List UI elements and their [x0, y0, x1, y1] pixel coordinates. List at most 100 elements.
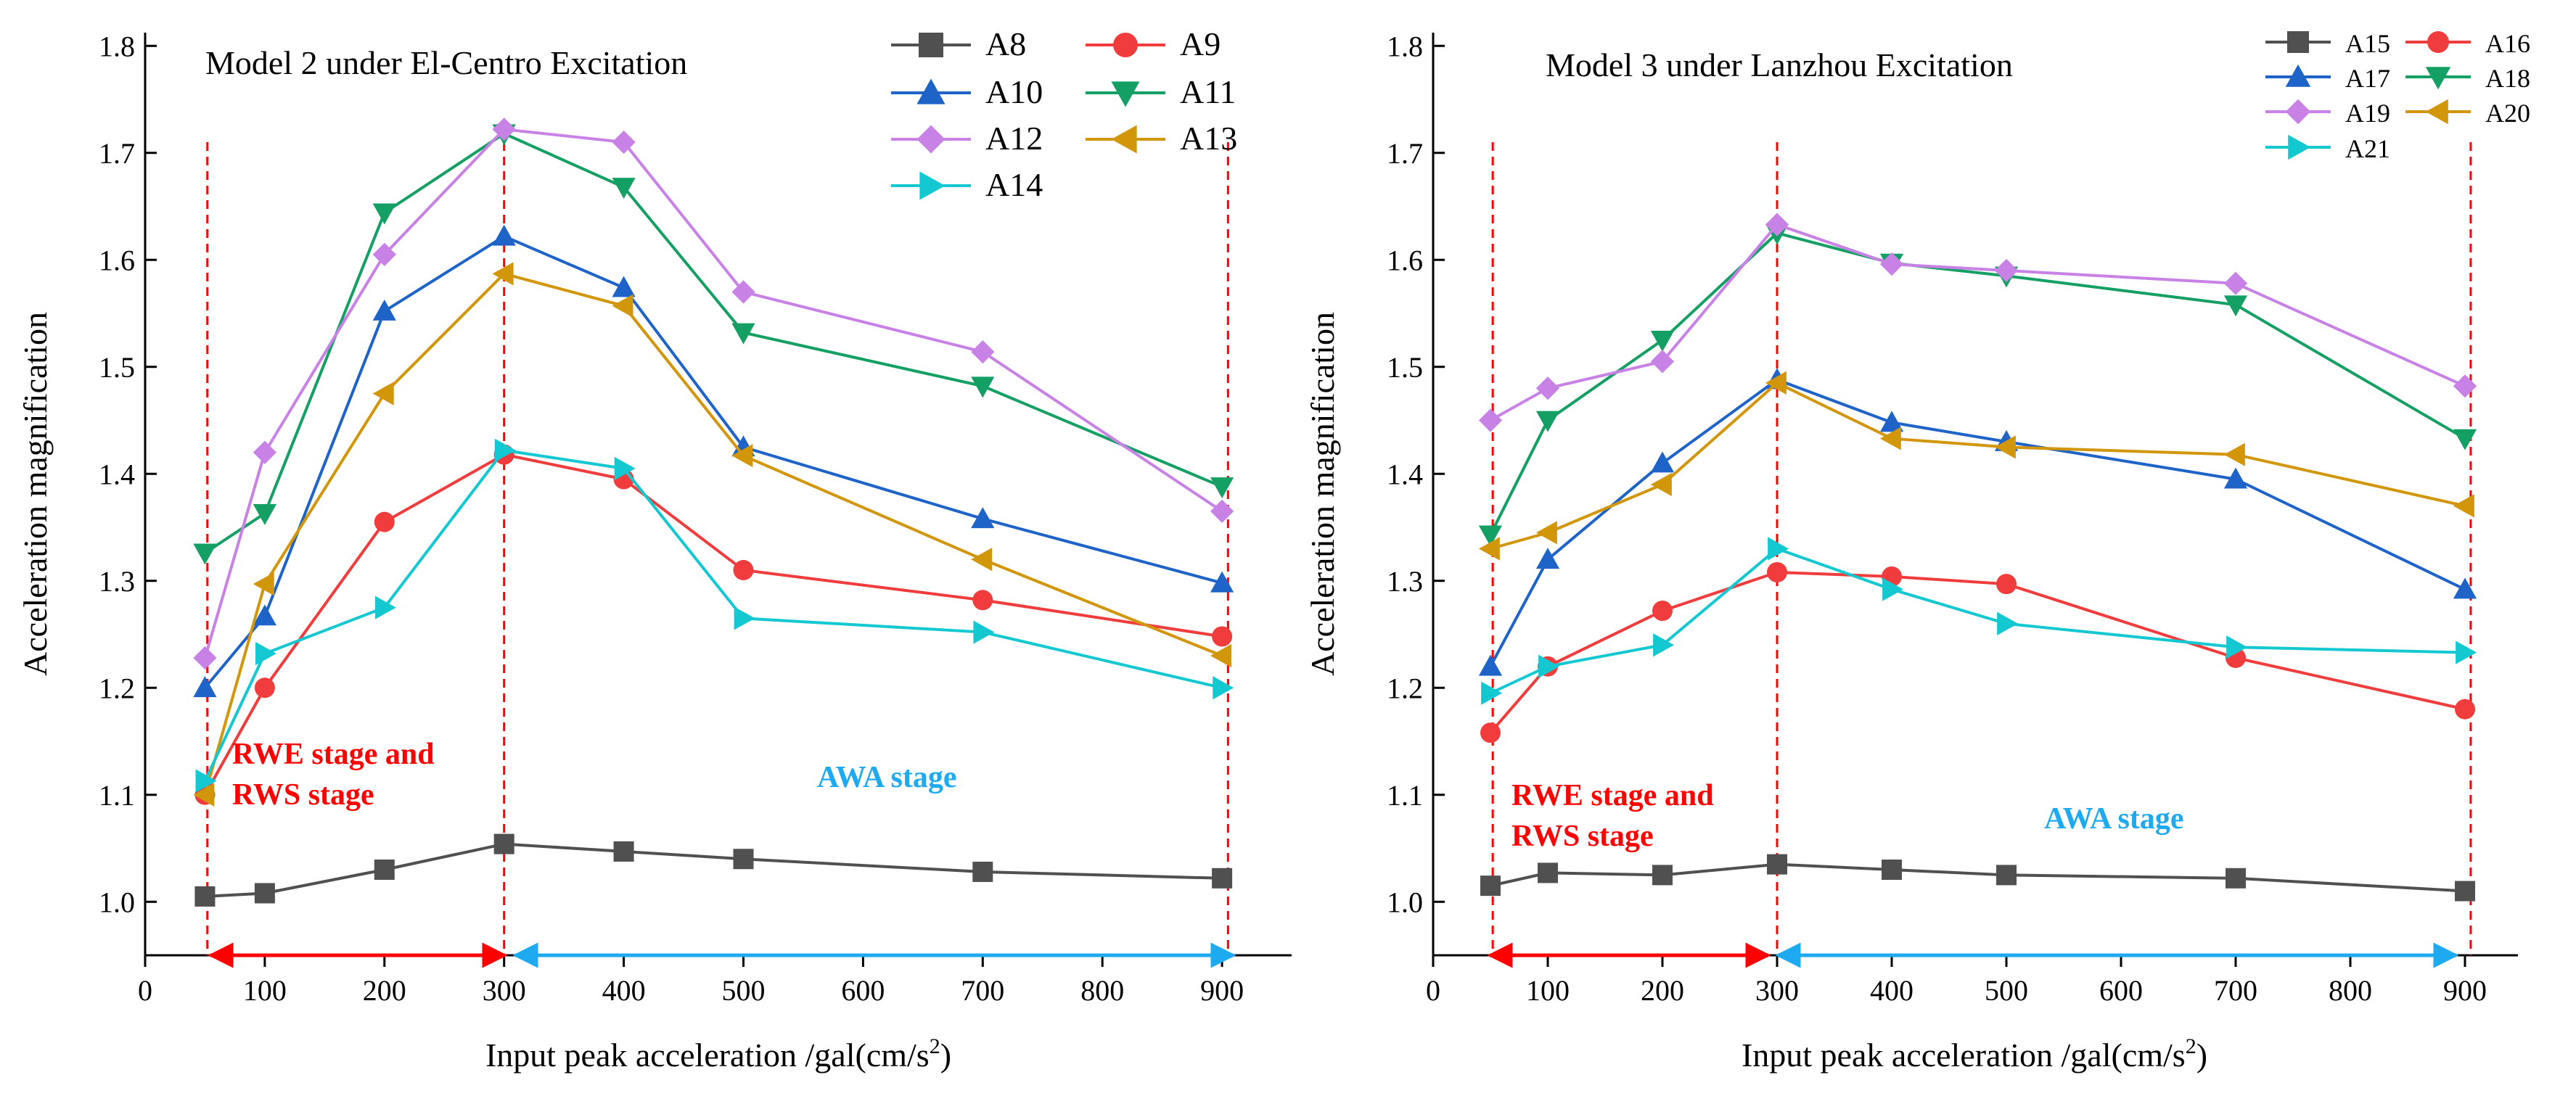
left-stage-label-rws: RWS stage	[232, 778, 374, 812]
left-series-A14	[195, 438, 1234, 793]
data-point	[971, 548, 993, 572]
left-y-tick-label: 1.2	[99, 672, 135, 704]
left-x-axis-title-main: Input peak acceleration /gal(cm/s	[485, 1037, 930, 1074]
data-point	[2453, 374, 2477, 398]
left-legend: A8 A9 A10 A11 A12 A13 A14	[891, 25, 1237, 203]
data-point	[372, 382, 394, 405]
right-y-tick-label: 1.7	[1387, 137, 1423, 170]
data-point	[1652, 601, 1673, 622]
right-x-tick-label: 600	[2099, 974, 2143, 1007]
data-point	[1535, 548, 1560, 569]
right-x-tick-label: 800	[2329, 974, 2372, 1007]
legend-swatch-marker	[2427, 31, 2449, 53]
left-x-axis-title-sup: 2	[930, 1034, 940, 1058]
data-point	[1767, 854, 1787, 875]
data-point	[1478, 525, 1503, 547]
right-y-tick-label: 1.3	[1387, 565, 1423, 598]
data-point	[1994, 258, 2019, 283]
data-point	[374, 860, 395, 880]
data-point	[613, 841, 634, 862]
left-x-tick-label: 300	[483, 974, 526, 1007]
legend-item-A20: A20	[2405, 99, 2530, 128]
data-point	[492, 262, 514, 286]
data-point	[1996, 574, 2017, 595]
data-point	[493, 833, 514, 854]
legend-item-A8: A8	[891, 25, 1026, 62]
left-series-A13	[193, 262, 1231, 807]
left-stage-label-rwe: RWE stage and	[232, 738, 435, 771]
data-point	[1535, 376, 1560, 400]
right-chart-frame	[1432, 33, 2518, 957]
data-point	[1480, 722, 1501, 743]
data-point	[193, 783, 215, 807]
right-y-tick-label: 1.8	[1387, 30, 1423, 62]
data-point	[612, 276, 636, 297]
data-point	[1213, 676, 1234, 700]
left-chart-frame	[144, 33, 1292, 957]
left-x-tick-label: 0	[138, 974, 152, 1007]
left-y-tick-label: 1.7	[99, 137, 135, 170]
legend-swatch-marker	[916, 125, 946, 154]
legend-item-A18: A18	[2405, 64, 2530, 93]
left-series-line	[203, 128, 1223, 659]
data-point	[1212, 868, 1233, 889]
data-point	[2226, 868, 2246, 889]
left-series-A12	[193, 118, 1234, 670]
right-series-line	[1490, 223, 2466, 422]
legend-label: A10	[985, 73, 1043, 110]
left-x-tick-label: 200	[363, 974, 406, 1007]
data-point	[1535, 521, 1557, 545]
legend-item-A15: A15	[2265, 29, 2390, 58]
data-point	[1481, 681, 1503, 705]
right-series-A19	[1478, 213, 2477, 432]
right-x-tick-label: 500	[1985, 974, 2028, 1007]
right-legend: A15 A16 A17 A18 A19 A20 A21	[2265, 29, 2530, 163]
data-point	[372, 242, 396, 266]
data-point	[372, 203, 396, 225]
data-point	[2453, 494, 2474, 518]
data-point	[1210, 571, 1234, 593]
data-point	[612, 294, 633, 318]
data-point	[372, 299, 396, 321]
data-point	[972, 590, 993, 611]
data-point	[2456, 640, 2477, 664]
data-point	[1535, 411, 1560, 432]
data-point	[1767, 561, 1787, 582]
left-chart: 1.0 1.1 1.2 1.3 1.4 1.5 1.6 1.7 1.8 0 100 200 300 40…	[17, 25, 1292, 1074]
right-y-tick-label: 1.5	[1387, 351, 1423, 384]
data-point	[2455, 881, 2475, 902]
legend-label: A11	[1180, 73, 1236, 110]
legend-item-A11: A11	[1086, 73, 1236, 110]
data-point	[194, 886, 216, 907]
left-series-line	[203, 453, 1223, 796]
data-point	[612, 130, 636, 154]
right-x-axis-title-sup: 2	[2186, 1034, 2196, 1058]
data-point	[973, 620, 995, 644]
right-y-tick-label: 1.2	[1387, 672, 1423, 704]
data-point	[193, 543, 217, 565]
left-x-tick-label: 800	[1080, 974, 1124, 1007]
left-series-line	[205, 842, 1223, 898]
right-x-axis-title-end: )	[2196, 1037, 2207, 1074]
right-series-line	[1489, 378, 2466, 667]
left-series-line	[204, 131, 1223, 555]
left-series-line	[203, 234, 1223, 689]
left-y-tick-label: 1.6	[99, 244, 135, 276]
left-x-tick-label: 900	[1200, 974, 1244, 1007]
data-point	[494, 438, 516, 462]
data-point	[1653, 633, 1675, 657]
data-point	[1478, 654, 1503, 676]
legend-label: A13	[1180, 120, 1237, 157]
right-series-line	[1489, 231, 2466, 536]
legend-item-A13: A13	[1086, 120, 1237, 157]
data-point	[731, 323, 755, 345]
data-point	[2223, 295, 2248, 317]
data-point	[614, 456, 636, 480]
data-point	[1650, 350, 1675, 374]
data-point	[1478, 408, 1503, 432]
right-series-A20	[1478, 371, 2474, 561]
data-point	[1994, 435, 2016, 459]
data-point	[255, 641, 276, 666]
right-x-tick-label: 100	[1526, 974, 1570, 1007]
left-y-tick-label: 1.5	[99, 351, 135, 384]
